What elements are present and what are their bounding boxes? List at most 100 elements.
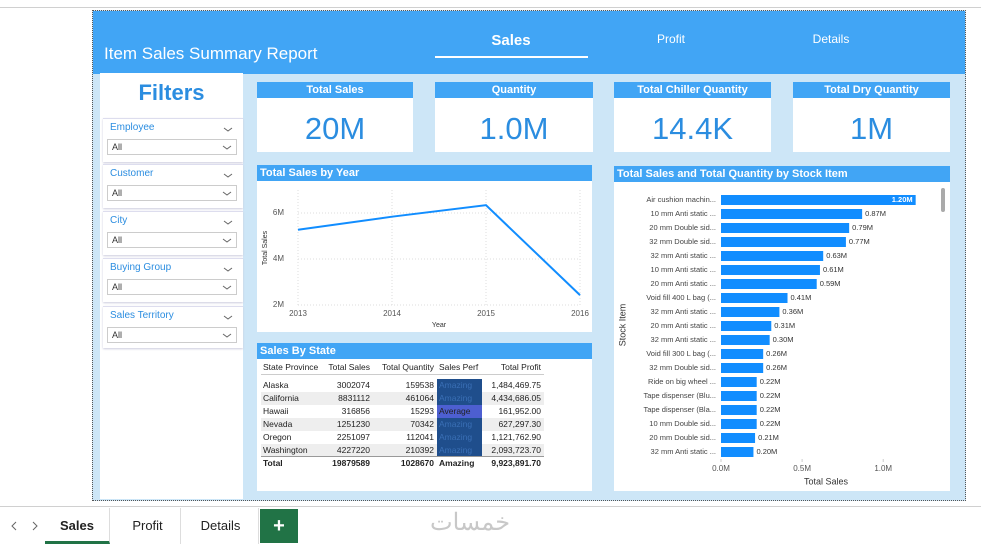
filter-value[interactable]: All [112,188,123,198]
top-strip [0,0,981,8]
table-cell: Washington [263,445,308,455]
table-cell: 159538 [405,380,434,390]
table-header: Total Profit [500,362,541,372]
filter-value[interactable]: All [112,282,123,292]
table-cell: 3002074 [336,380,370,390]
filter-label: Buying Group [110,262,172,273]
filter-value[interactable]: All [112,330,123,340]
page-tab[interactable]: Sales [491,32,531,49]
table-cell: Amazing [439,380,473,390]
filter-label: Employee [110,122,155,133]
tab-underline [435,56,588,58]
filter-panel [100,73,243,499]
sheet-tab[interactable]: Details [183,508,259,544]
visual-card [614,166,950,491]
table-cell: 627,297.30 [498,419,541,429]
table-cell: 112041 [406,432,434,442]
table-cell: Average [439,406,471,416]
table-cell: 1,121,762.90 [491,432,541,442]
kpi-header: Total Sales [257,82,413,98]
table-header: Total Quantity [382,362,434,372]
filter-value[interactable]: All [112,235,123,245]
sheet-bar [0,506,981,546]
header-band [93,11,965,74]
table-cell: 8831112 [338,393,370,403]
table-cell: Alaska [263,380,289,390]
table-header: Sales Perf [439,362,479,372]
watermark: خمسات [430,509,511,536]
filters-title: Filters [138,80,205,105]
header-rule [261,374,544,375]
table-cell: Hawaii [263,406,289,416]
sheet-tab[interactable]: Profit [115,508,181,544]
table-cell: 9,923,891.70 [491,458,541,468]
filter-card [103,306,243,348]
kpi-header: Total Chiller Quantity [614,82,771,98]
table-cell: California [263,393,299,403]
perf-cell [437,379,482,392]
table-cell: Nevada [263,419,293,429]
kpi-value: 14.4K [651,111,733,146]
perf-cell [437,418,482,431]
filter-value[interactable]: All [112,142,123,152]
table-cell: 2,093,723.70 [491,445,541,455]
table-cell: 4,434,686.05 [491,393,541,403]
kpi-value: 1.0M [479,111,549,146]
table-cell: 316856 [341,406,370,416]
table-cell: 2251097 [336,432,370,442]
perf-cell [437,405,482,418]
visual-card [257,165,592,332]
table-cell: 19879589 [332,458,370,468]
table-title: Sales By State [257,343,592,359]
report-title: Item Sales Summary Report [104,44,318,63]
filter-card [103,164,243,208]
table-cell: 1,484,469.75 [491,380,541,390]
add-sheet-button[interactable]: + [260,509,298,543]
total-rule [261,456,544,457]
page-tab[interactable]: Profit [656,32,685,46]
filter-dropdown[interactable] [107,232,237,248]
table-cell: Amazing [439,393,473,403]
table-cell: 15293 [410,406,434,416]
table-cell: Amazing [439,458,475,468]
kpi-header: Quantity [435,82,593,98]
sheet-tab[interactable]: Sales [45,508,110,544]
filter-card [103,118,243,162]
table-cell: 1251230 [336,419,370,429]
filter-card [103,211,243,255]
filter-dropdown[interactable] [107,139,237,155]
filter-label: Sales Territory [110,310,174,321]
perf-cell [437,431,482,444]
filter-label: City [110,215,128,226]
filter-chevron [224,214,234,224]
chart-title: Total Sales by Year [257,165,592,181]
table-cell: Amazing [439,432,473,442]
table-cell: 210392 [405,445,434,455]
scrollbar [941,188,945,212]
filter-dropdown[interactable] [107,279,237,295]
table-header: State Province [263,362,319,372]
table-cell: 4227220 [336,445,370,455]
table-cell: 70342 [410,419,434,429]
filter-chevron [224,261,234,271]
chart-title: Total Sales and Total Quantity by Stock … [614,166,950,182]
table-header: Total Sales [328,362,370,372]
filter-chevron [224,121,234,131]
perf-cell [437,444,482,457]
visual-card [257,343,592,491]
filter-dropdown[interactable] [107,327,237,343]
filter-card [103,258,243,302]
page-tab[interactable]: Details [812,32,850,46]
filter-chevron [224,309,234,319]
table-cell: Total [263,458,283,468]
table-cell: 461064 [405,393,434,403]
table-cell: 1028670 [400,458,434,468]
table-cell: 161,952.00 [498,406,541,416]
table-cell: Amazing [439,419,473,429]
table-cell: Amazing [439,445,473,455]
filter-chevron [224,167,234,177]
filter-dropdown[interactable] [107,185,237,201]
kpi-header: Total Dry Quantity [793,82,950,98]
kpi-value: 1M [849,111,894,146]
